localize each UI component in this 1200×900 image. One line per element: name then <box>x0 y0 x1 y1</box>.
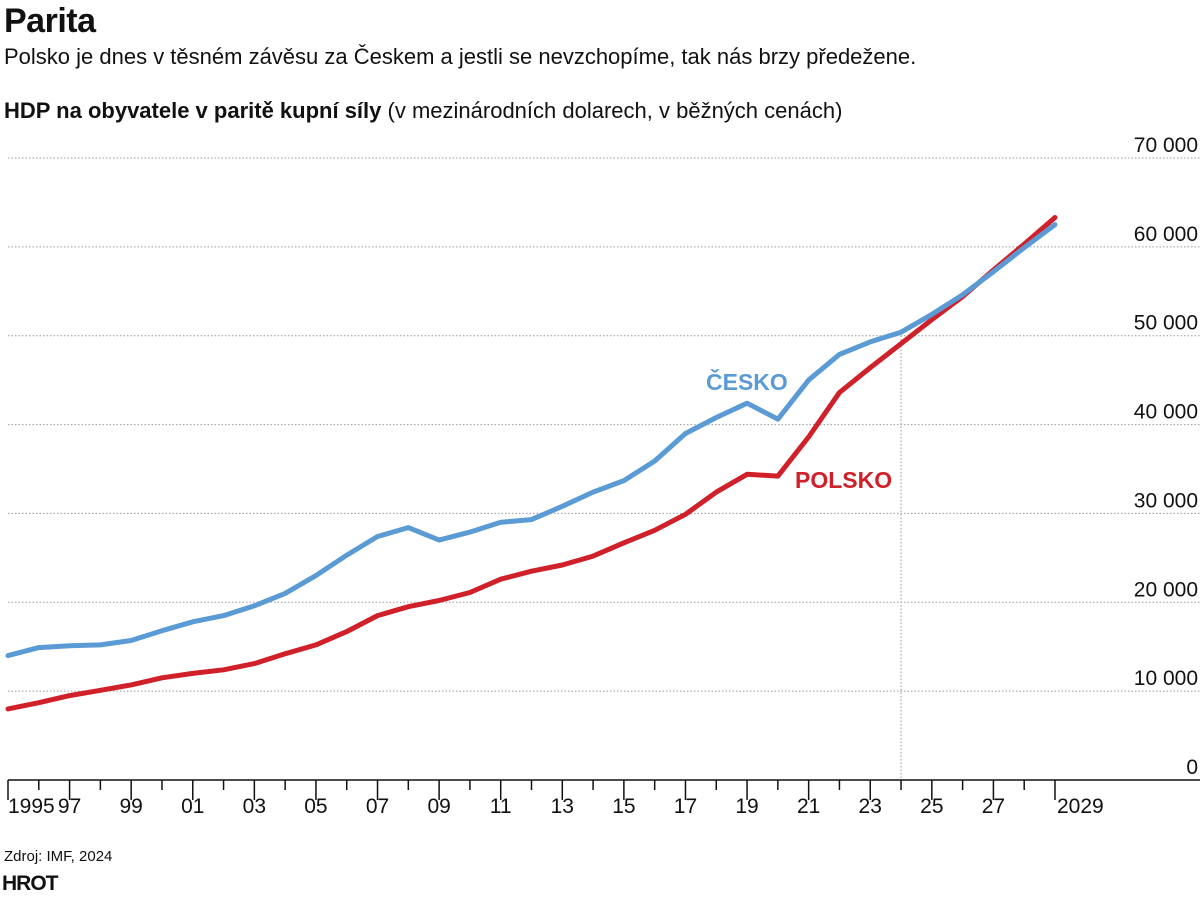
x-tick-label: 07 <box>366 795 389 818</box>
x-tick-label: 03 <box>243 795 266 818</box>
x-tick-label: 09 <box>427 795 450 818</box>
chart-title-rest: (v mezinárodních dolarech, v běžných cen… <box>381 98 843 123</box>
series-line-cesko <box>5 222 1058 659</box>
x-tick-label: 05 <box>304 795 327 818</box>
x-tick-label: 13 <box>551 795 574 818</box>
page-title: Parita <box>4 2 96 40</box>
series-label-cesko: ČESKO <box>706 368 788 395</box>
x-tick-label: 1995 <box>8 795 55 818</box>
chart-title-bold: HDP na obyvatele v paritě kupní síly <box>4 98 382 123</box>
x-tick-label: 99 <box>119 795 142 818</box>
series-lines <box>5 215 1058 712</box>
y-tick-label: 50 000 <box>1134 312 1198 335</box>
series-label-polsko: POLSKO <box>795 467 892 493</box>
x-tick-label: 27 <box>982 795 1005 818</box>
x-tick-label: 25 <box>920 795 943 818</box>
x-tick-label: 2029 <box>1057 795 1104 818</box>
x-tick-label: 01 <box>181 795 204 818</box>
y-tick-labels: 0 10 000 20 000 30 000 40 000 50 000 60 000 70 … <box>1134 134 1198 779</box>
series-labels: ČESKO POLSKO <box>706 368 892 493</box>
x-tick-label: 19 <box>735 795 758 818</box>
chart-heading: HDP na obyvatele v paritě kupní síly (v … <box>4 98 842 124</box>
y-tick-label: 60 000 <box>1134 223 1198 246</box>
hrot-logo: HROT <box>2 872 58 895</box>
page-subtitle: Polsko je dnes v těsném závěsu za Českem… <box>4 44 917 69</box>
x-axis: 1995 97 99 01 03 05 07 09 11 13 15 17 19 21 23 25 27 2029 <box>7 779 1200 818</box>
y-tick-label: 30 000 <box>1134 489 1198 512</box>
source-note: Zdroj: IMF, 2024 <box>4 848 113 865</box>
x-tick-label: 23 <box>859 795 882 818</box>
y-tick-label: 0 <box>1186 756 1198 779</box>
x-tick-label: 97 <box>58 795 81 818</box>
series-line-polsko <box>5 215 1058 712</box>
x-tick-label: 21 <box>797 795 820 818</box>
x-tick-label: 17 <box>674 795 697 818</box>
y-tick-label: 40 000 <box>1134 401 1198 424</box>
gridlines <box>8 157 1200 780</box>
x-tick-label: 15 <box>612 795 635 818</box>
y-tick-label: 70 000 <box>1134 134 1198 157</box>
x-tick-label: 11 <box>490 795 512 818</box>
y-tick-label: 20 000 <box>1134 578 1198 601</box>
y-tick-label: 10 000 <box>1134 667 1198 690</box>
